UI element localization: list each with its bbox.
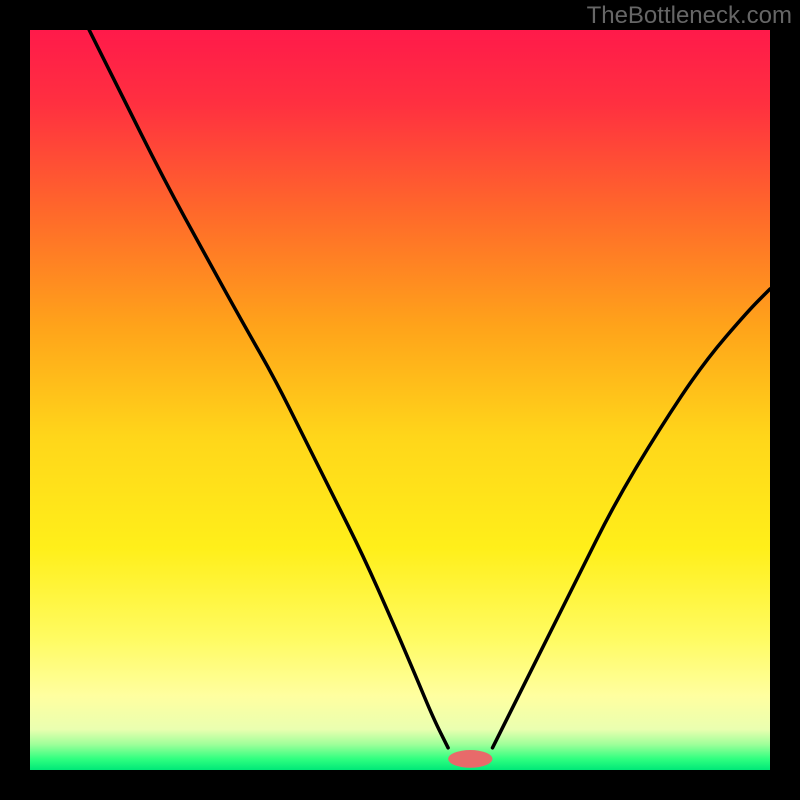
bottleneck-minimum-marker	[448, 750, 492, 768]
chart-gradient-background	[30, 30, 770, 770]
bottleneck-chart	[0, 0, 800, 800]
attribution-text: TheBottleneck.com	[587, 2, 792, 30]
